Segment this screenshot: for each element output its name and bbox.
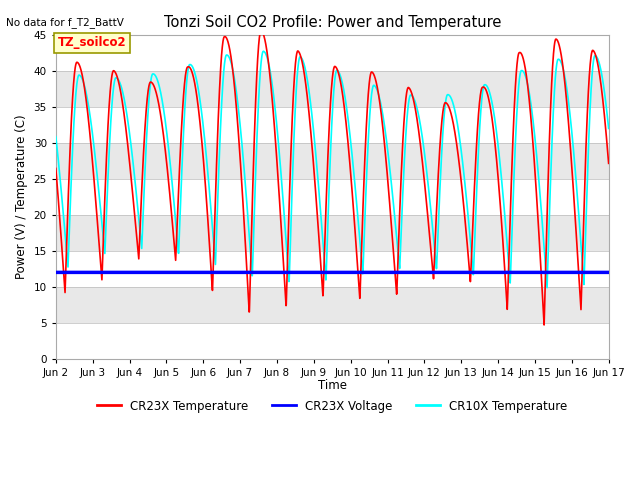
Bar (56, 36, 609, 71)
X-axis label: Time: Time (317, 379, 347, 392)
Title: Tonzi Soil CO2 Profile: Power and Temperature: Tonzi Soil CO2 Profile: Power and Temper… (164, 15, 501, 30)
Y-axis label: Power (V) / Temperature (C): Power (V) / Temperature (C) (15, 115, 28, 279)
Bar (56, 107, 609, 143)
Bar (56, 287, 609, 323)
Legend: CR23X Temperature, CR23X Voltage, CR10X Temperature: CR23X Temperature, CR23X Voltage, CR10X … (92, 395, 572, 417)
Bar (56, 323, 609, 359)
Text: No data for f_T2_BattV: No data for f_T2_BattV (6, 17, 124, 28)
Bar (56, 179, 609, 215)
Bar (56, 71, 609, 107)
Text: TZ_soilco2: TZ_soilco2 (58, 36, 126, 49)
Bar (56, 215, 609, 251)
Bar (56, 251, 609, 287)
Bar (56, 143, 609, 179)
